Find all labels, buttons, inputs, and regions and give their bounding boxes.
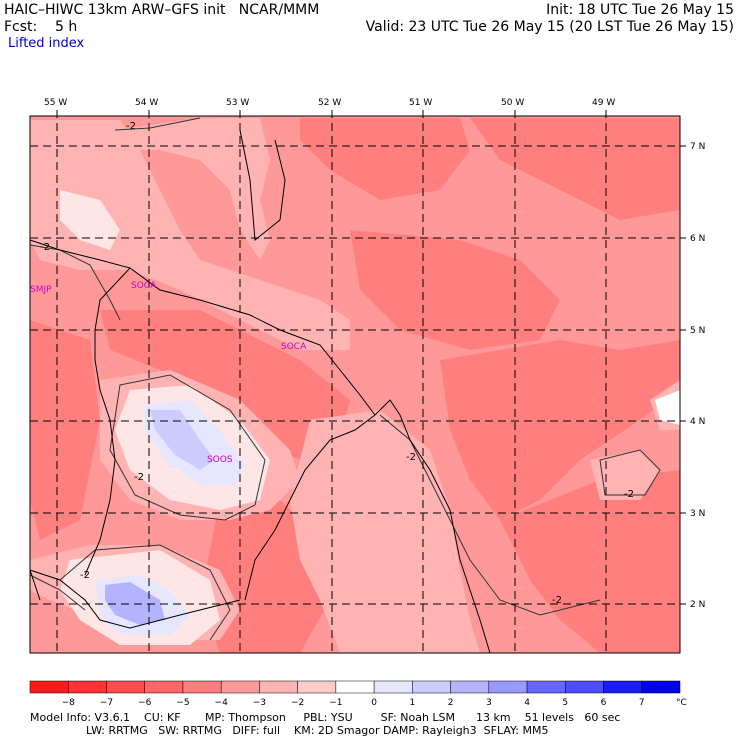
map-frame [29, 115, 681, 654]
colorbar-tick-label: 3 [486, 698, 492, 708]
model-info-line1: Model Info: V3.6.1 CU: KF MP: Thompson P… [30, 711, 621, 724]
colorbar-tick-label: 1 [409, 698, 415, 708]
colorbar-swatch [335, 680, 375, 694]
colorbar-swatch [259, 680, 298, 694]
frame-ticks [56, 110, 686, 605]
colorbar-tick-label: −8 [62, 698, 76, 708]
colorbar-swatch [526, 680, 566, 694]
colorbar-swatch [641, 680, 681, 694]
colorbar-swatch [565, 680, 604, 694]
colorbar-tick-label: 4 [524, 698, 530, 708]
lat-label: 5 N [690, 326, 705, 336]
lon-label: 50 W [501, 98, 524, 108]
valid-time: Valid: 23 UTC Tue 26 May 15 (20 LST Tue … [365, 19, 734, 35]
contour-label: -2 [80, 570, 90, 581]
model-title: HAIC–HIWC 13km ARW–GFS init NCAR/MMM [4, 2, 320, 18]
colorbar-tick-label: −5 [176, 698, 189, 708]
colorbar-swatch [67, 680, 107, 694]
lat-label: 7 N [690, 142, 705, 152]
colorbar-tick-label: −3 [253, 698, 266, 708]
colorbar-tick-label: 6 [601, 698, 607, 708]
forecast-hour: Fcst: 5 h [4, 19, 78, 35]
colorbar-swatch [29, 680, 69, 694]
lat-label: 6 N [690, 234, 705, 244]
lat-label: 3 N [690, 509, 705, 519]
colorbar-swatch [297, 680, 337, 694]
lat-label: 2 N [690, 600, 705, 610]
contour-label: -2 [552, 595, 562, 606]
colorbar: −8 −7 −6 −5 −4 −3 −2 −1 0 1 2 3 4 5 6 7 °C [29, 680, 687, 708]
colorbar-swatch [182, 680, 222, 694]
colorbar-swatch [450, 680, 490, 694]
contour-label: -2 [134, 472, 144, 483]
field-name: Lifted index [8, 36, 85, 51]
contour-label: -2 [624, 489, 634, 500]
model-info-line2: LW: RRTMG SW: RRTMG DIFF: full KM: 2D Sm… [30, 724, 549, 737]
colorbar-tick-label: −2 [291, 698, 304, 708]
colorbar-tick-label: 7 [639, 698, 645, 708]
graticule [30, 110, 686, 653]
colorbar-unit: °C [676, 698, 687, 708]
init-time: Init: 18 UTC Tue 26 May 15 [546, 2, 734, 18]
colorbar-swatch [412, 680, 451, 694]
lon-label: 53 W [226, 98, 249, 108]
station-label: SOCA [281, 342, 307, 352]
colorbar-tick-label: 2 [448, 698, 454, 708]
colorbar-tick-label: −4 [215, 698, 229, 708]
borders [29, 129, 491, 654]
station-label: SOCA [131, 281, 157, 291]
lon-label: 51 W [409, 98, 432, 108]
colorbar-swatch [373, 680, 413, 694]
colorbar-swatch [220, 680, 260, 694]
colorbar-tick-label: −6 [138, 698, 152, 708]
contour-label: -2 [126, 121, 136, 132]
colorbar-swatch [603, 680, 643, 694]
colorbar-tick-label: −7 [100, 698, 113, 708]
contour-label: -2 [40, 242, 50, 253]
contour-label: -2 [406, 452, 416, 463]
station-label: SOOS [207, 455, 233, 465]
lon-label: 54 W [135, 98, 158, 108]
colorbar-tick-label: 0 [371, 698, 377, 708]
colorbar-tick-label: −1 [329, 698, 342, 708]
lon-label: 55 W [44, 98, 67, 108]
colorbar-swatch [106, 680, 145, 694]
colorbar-swatch [488, 680, 528, 694]
lat-label: 4 N [690, 417, 705, 427]
lon-label: 49 W [592, 98, 615, 108]
colorbar-tick-label: 5 [562, 698, 568, 708]
station-label: SMJP [30, 285, 52, 295]
colorbar-swatch [144, 680, 184, 694]
lon-label: 52 W [318, 98, 341, 108]
